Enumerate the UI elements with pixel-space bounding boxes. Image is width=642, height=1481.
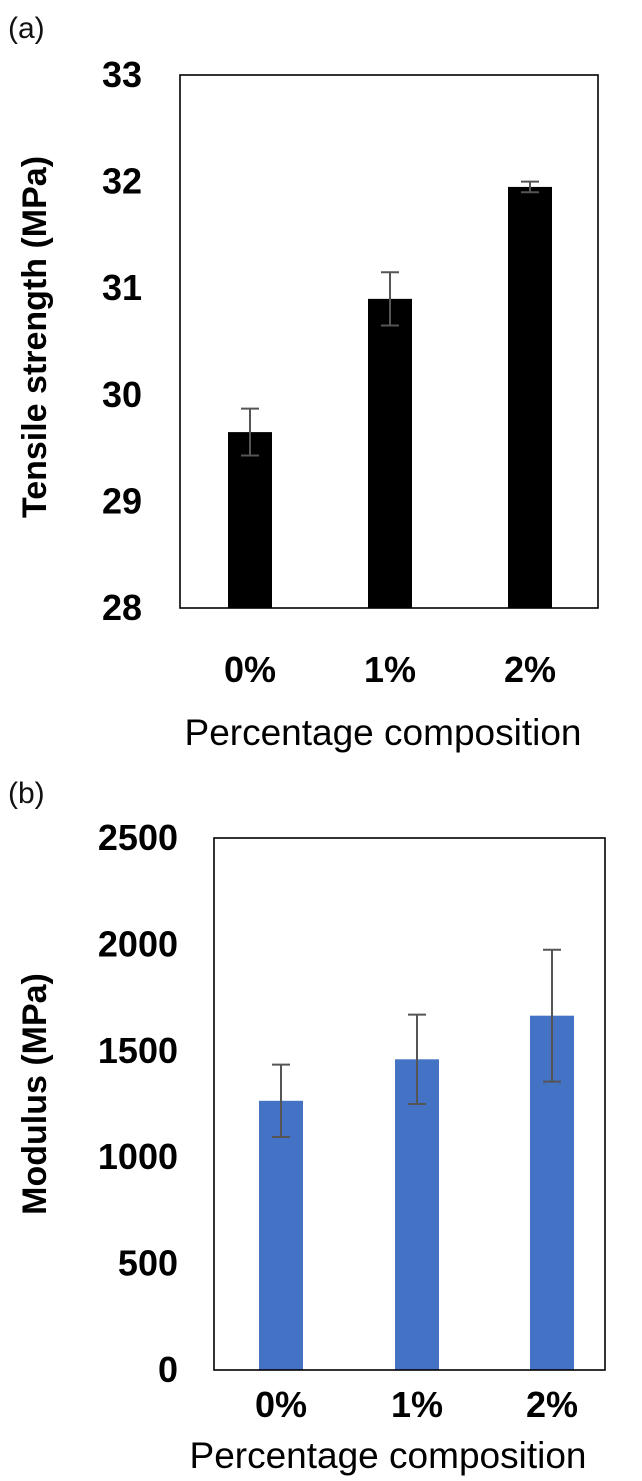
panel-a-label: (a) (8, 12, 45, 45)
panel-b-x-category-label: 0% (255, 1384, 307, 1425)
panel-a-plot-frame (179, 74, 599, 609)
panel-a-y-tick-label: 33 (102, 54, 142, 95)
panel-b-y-tick-label: 1000 (98, 1136, 178, 1177)
panel-b-y-tick-label: 500 (118, 1243, 178, 1284)
panel-b-plot-frame (213, 837, 606, 1371)
panel-b-y-tick-label: 2000 (98, 923, 178, 964)
panel-a-y-tick-label: 32 (102, 161, 142, 202)
panel-b-error-bars (272, 948, 561, 1138)
panel-b-chart: (b) Modulus (MPa) Percentage composition… (8, 777, 606, 1476)
panel-a-y-tick-label: 29 (102, 480, 142, 521)
panel-a-bars (228, 186, 552, 608)
panel-b-label: (b) (8, 777, 45, 810)
panel-b-y-ticks: 0 500 1000 1500 2000 2500 (98, 817, 178, 1390)
panel-b-y-axis-title: Modulus (MPa) (16, 973, 54, 1215)
panel-a-x-category-label: 2% (504, 649, 556, 690)
panel-b-error-bar (272, 1063, 290, 1138)
panel-a-x-axis-title: Percentage composition (185, 712, 582, 753)
panel-b-y-tick-label: 2500 (98, 817, 178, 858)
panel-b-y-tick-label: 1500 (98, 1030, 178, 1071)
panel-a-y-tick-label: 28 (102, 587, 142, 628)
panel-a-error-bar (241, 407, 259, 457)
panel-a-bar (228, 432, 272, 608)
panel-b-x-categories: 0% 1% 2% (255, 1384, 578, 1425)
panel-a-x-categories: 0% 1% 2% (224, 649, 556, 690)
panel-b-error-bar (408, 1013, 426, 1105)
panel-b-x-category-label: 1% (391, 1384, 443, 1425)
panel-a-error-bars (241, 180, 539, 457)
panel-a-y-tick-label: 30 (102, 374, 142, 415)
panel-a-x-category-label: 1% (364, 649, 416, 690)
panel-b-bar (259, 1100, 303, 1370)
panel-a-error-bar (381, 271, 399, 327)
panel-a-bar (508, 186, 552, 608)
panel-b-x-axis-title: Percentage composition (190, 1435, 587, 1476)
panel-a-chart: (a) Tensile strength (MPa) Percentage co… (8, 12, 599, 753)
panel-b-y-tick-label: 0 (158, 1349, 178, 1390)
panel-a-y-axis-title: Tensile strength (MPa) (16, 156, 54, 518)
panel-a-bar (368, 298, 412, 608)
panel-b-error-bar (543, 948, 561, 1083)
panel-a-y-tick-label: 31 (102, 267, 142, 308)
panel-b-x-category-label: 2% (526, 1384, 578, 1425)
panel-a-y-ticks: 28 29 30 31 32 33 (102, 54, 142, 628)
panel-b-bar (395, 1059, 439, 1370)
panel-a-error-bar (521, 180, 539, 194)
panel-a-x-category-label: 0% (224, 649, 276, 690)
